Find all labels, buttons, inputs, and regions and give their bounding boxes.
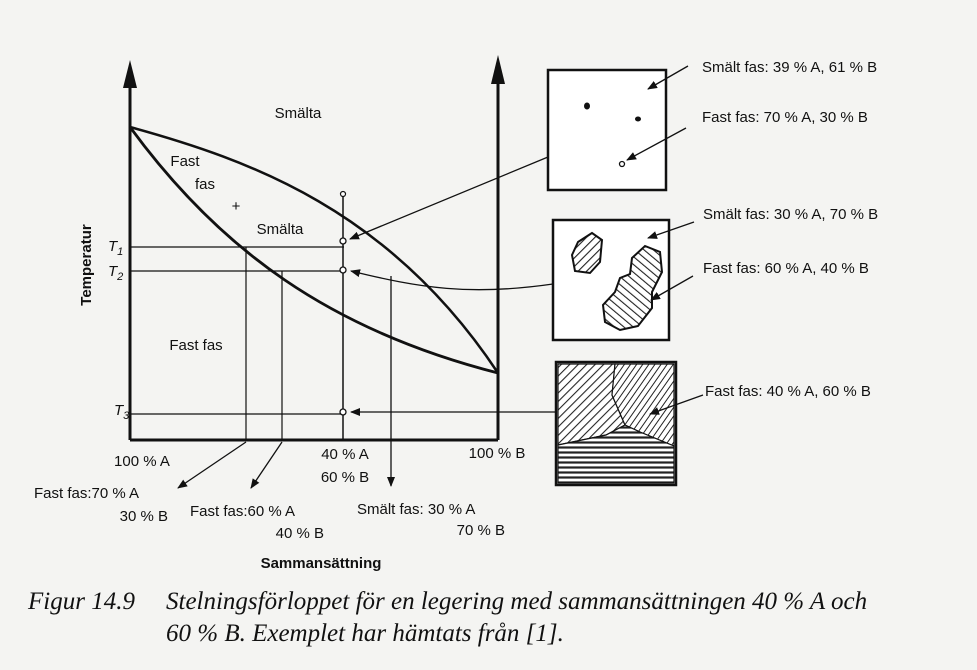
micrograph-1-frame [546,68,668,192]
region-two-phase-line-2: fas [195,176,215,193]
micrograph-connectors [349,156,556,416]
micrograph-3-grain-c [557,424,675,484]
point-t1 [339,237,347,245]
x-mid-label-line-2: 60 % B [321,469,369,486]
micrograph-1: Smält fas: 39 % A, 61 % B Fast fas: 70 %… [546,59,877,192]
region-solid-label: Fast fas [169,337,222,354]
caption-text-line-1: Stelningsförloppet för en legering med s… [166,588,868,615]
micrograph-2-crystal-a [570,231,604,275]
bottom-label-2-line-2: 40 % B [276,525,324,542]
solidus-curve [128,126,499,375]
micrograph-3-label-solid: Fast fas: 40 % A, 60 % B [705,383,871,400]
micrograph-2: Smält fas: 30 % A, 70 % B Fast fas: 60 %… [551,206,878,342]
micrograph-1-leader-melt [647,65,689,90]
region-two-phase-plus: + [232,198,241,215]
temperature-levels [130,246,344,440]
point-t3 [339,408,347,416]
bottom-label-2-line-1: Fast fas:60 % A [190,503,295,520]
bottom-label-3-line-2: 70 % B [457,522,505,539]
liquidus-curve [129,125,500,374]
t1-label: T1 [108,238,123,258]
caption-line-1: Figur 14.9 Stelningsförloppet för en lege… [28,586,867,618]
temperature-axis-arrow-icon [123,60,137,88]
caption-number: Figur 14.9 [28,588,135,615]
figure-caption: Figur 14.9 Stelningsförloppet för en lege… [28,586,867,650]
x-left-label: 100 % A [114,453,170,470]
micrograph-2-label-melt: Smält fas: 30 % A, 70 % B [703,206,878,223]
right-axis-arrow-icon [491,55,505,84]
bottom-label-3-line-1: Smält fas: 30 % A [357,501,475,518]
micrograph-1-leader-solid [626,127,687,161]
micrograph-2-leader-solid [650,275,694,301]
micrograph-3: Fast fas: 40 % A, 60 % B [554,360,871,487]
caption-text-line-2: 60 % B. Exemplet har hämtats från [1]. [166,620,564,647]
composition-line [339,190,347,440]
micrograph-1-label-solid: Fast fas: 70 % A, 30 % B [702,109,868,126]
region-two-phase-line-1: Fast [170,153,200,170]
t3-label: T3 [114,402,130,422]
leader-arrow-2 [250,441,283,489]
axes [123,55,505,442]
micrograph-2-leader-melt [647,221,695,239]
diagram-labels: Temperatur Sammansättning T1 T2 T3 Smält… [34,105,525,572]
axis-x-label: Sammansättning [261,555,382,572]
x-right-label: 100 % B [469,445,526,462]
micrograph-1-label-melt: Smält fas: 39 % A, 61 % B [702,59,877,76]
bottom-label-1-line-2: 30 % B [120,508,168,525]
connector-micrograph-2 [350,269,554,291]
micrograph-2-crystal-b [601,244,664,332]
micrograph-3-leader-solid [649,394,704,415]
micrograph-1-crystal-b [635,116,641,122]
axis-y-label: Temperatur [78,224,95,306]
connector-micrograph-1 [349,156,549,240]
x-mid-label-line-1: 40 % A [321,446,369,463]
composition-start-point [339,190,347,198]
leader-arrow-1 [177,441,247,489]
micrograph-1-crystal-a [584,102,590,110]
micrograph-1-crystal-c [618,160,626,168]
region-melt-label: Smälta [275,105,322,122]
point-t2 [339,266,347,274]
micrograph-2-label-solid: Fast fas: 60 % A, 40 % B [703,260,869,277]
t2-label: T2 [108,263,123,283]
region-two-phase-line-3: Smälta [257,221,304,238]
bottom-label-1-line-1: Fast fas:70 % A [34,485,139,502]
bottom-leaders [177,276,395,489]
